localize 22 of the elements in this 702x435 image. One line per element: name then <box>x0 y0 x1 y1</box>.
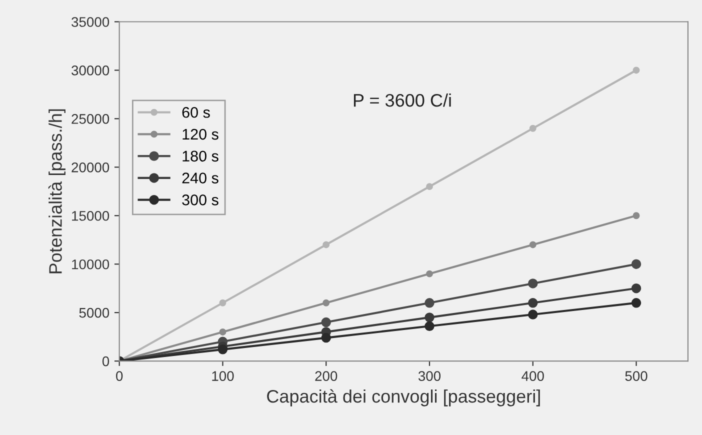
x-tick-label: 0 <box>116 371 123 381</box>
y-tick-label: 20000 <box>72 162 110 172</box>
legend-label: 180 s <box>182 150 218 162</box>
y-tick-label: 0 <box>102 356 110 366</box>
y-tick-label: 15000 <box>72 210 110 221</box>
y-axis-title: Potenzialità [pass./h] <box>48 109 66 274</box>
legend-label: 60 s <box>182 106 210 118</box>
x-tick-label: 500 <box>625 371 648 381</box>
x-tick-label: 200 <box>315 371 338 381</box>
legend-label: 120 s <box>182 128 218 140</box>
x-axis-title: Capacità dei convogli [passeggeri] <box>267 389 540 406</box>
legend-label: 240 s <box>182 172 218 184</box>
y-tick-label: 25000 <box>72 114 110 124</box>
y-tick-label: 10000 <box>72 259 110 270</box>
y-tick-label: 35000 <box>72 17 110 27</box>
x-tick-label: 300 <box>418 371 441 381</box>
y-tick-label: 5000 <box>79 308 110 318</box>
legend-label: 300 s <box>182 194 218 206</box>
x-tick-label: 400 <box>522 371 544 381</box>
annotation: P = 3600 C/i <box>354 93 451 107</box>
y-tick-label: 30000 <box>72 66 110 76</box>
x-tick-label: 100 <box>212 371 234 381</box>
